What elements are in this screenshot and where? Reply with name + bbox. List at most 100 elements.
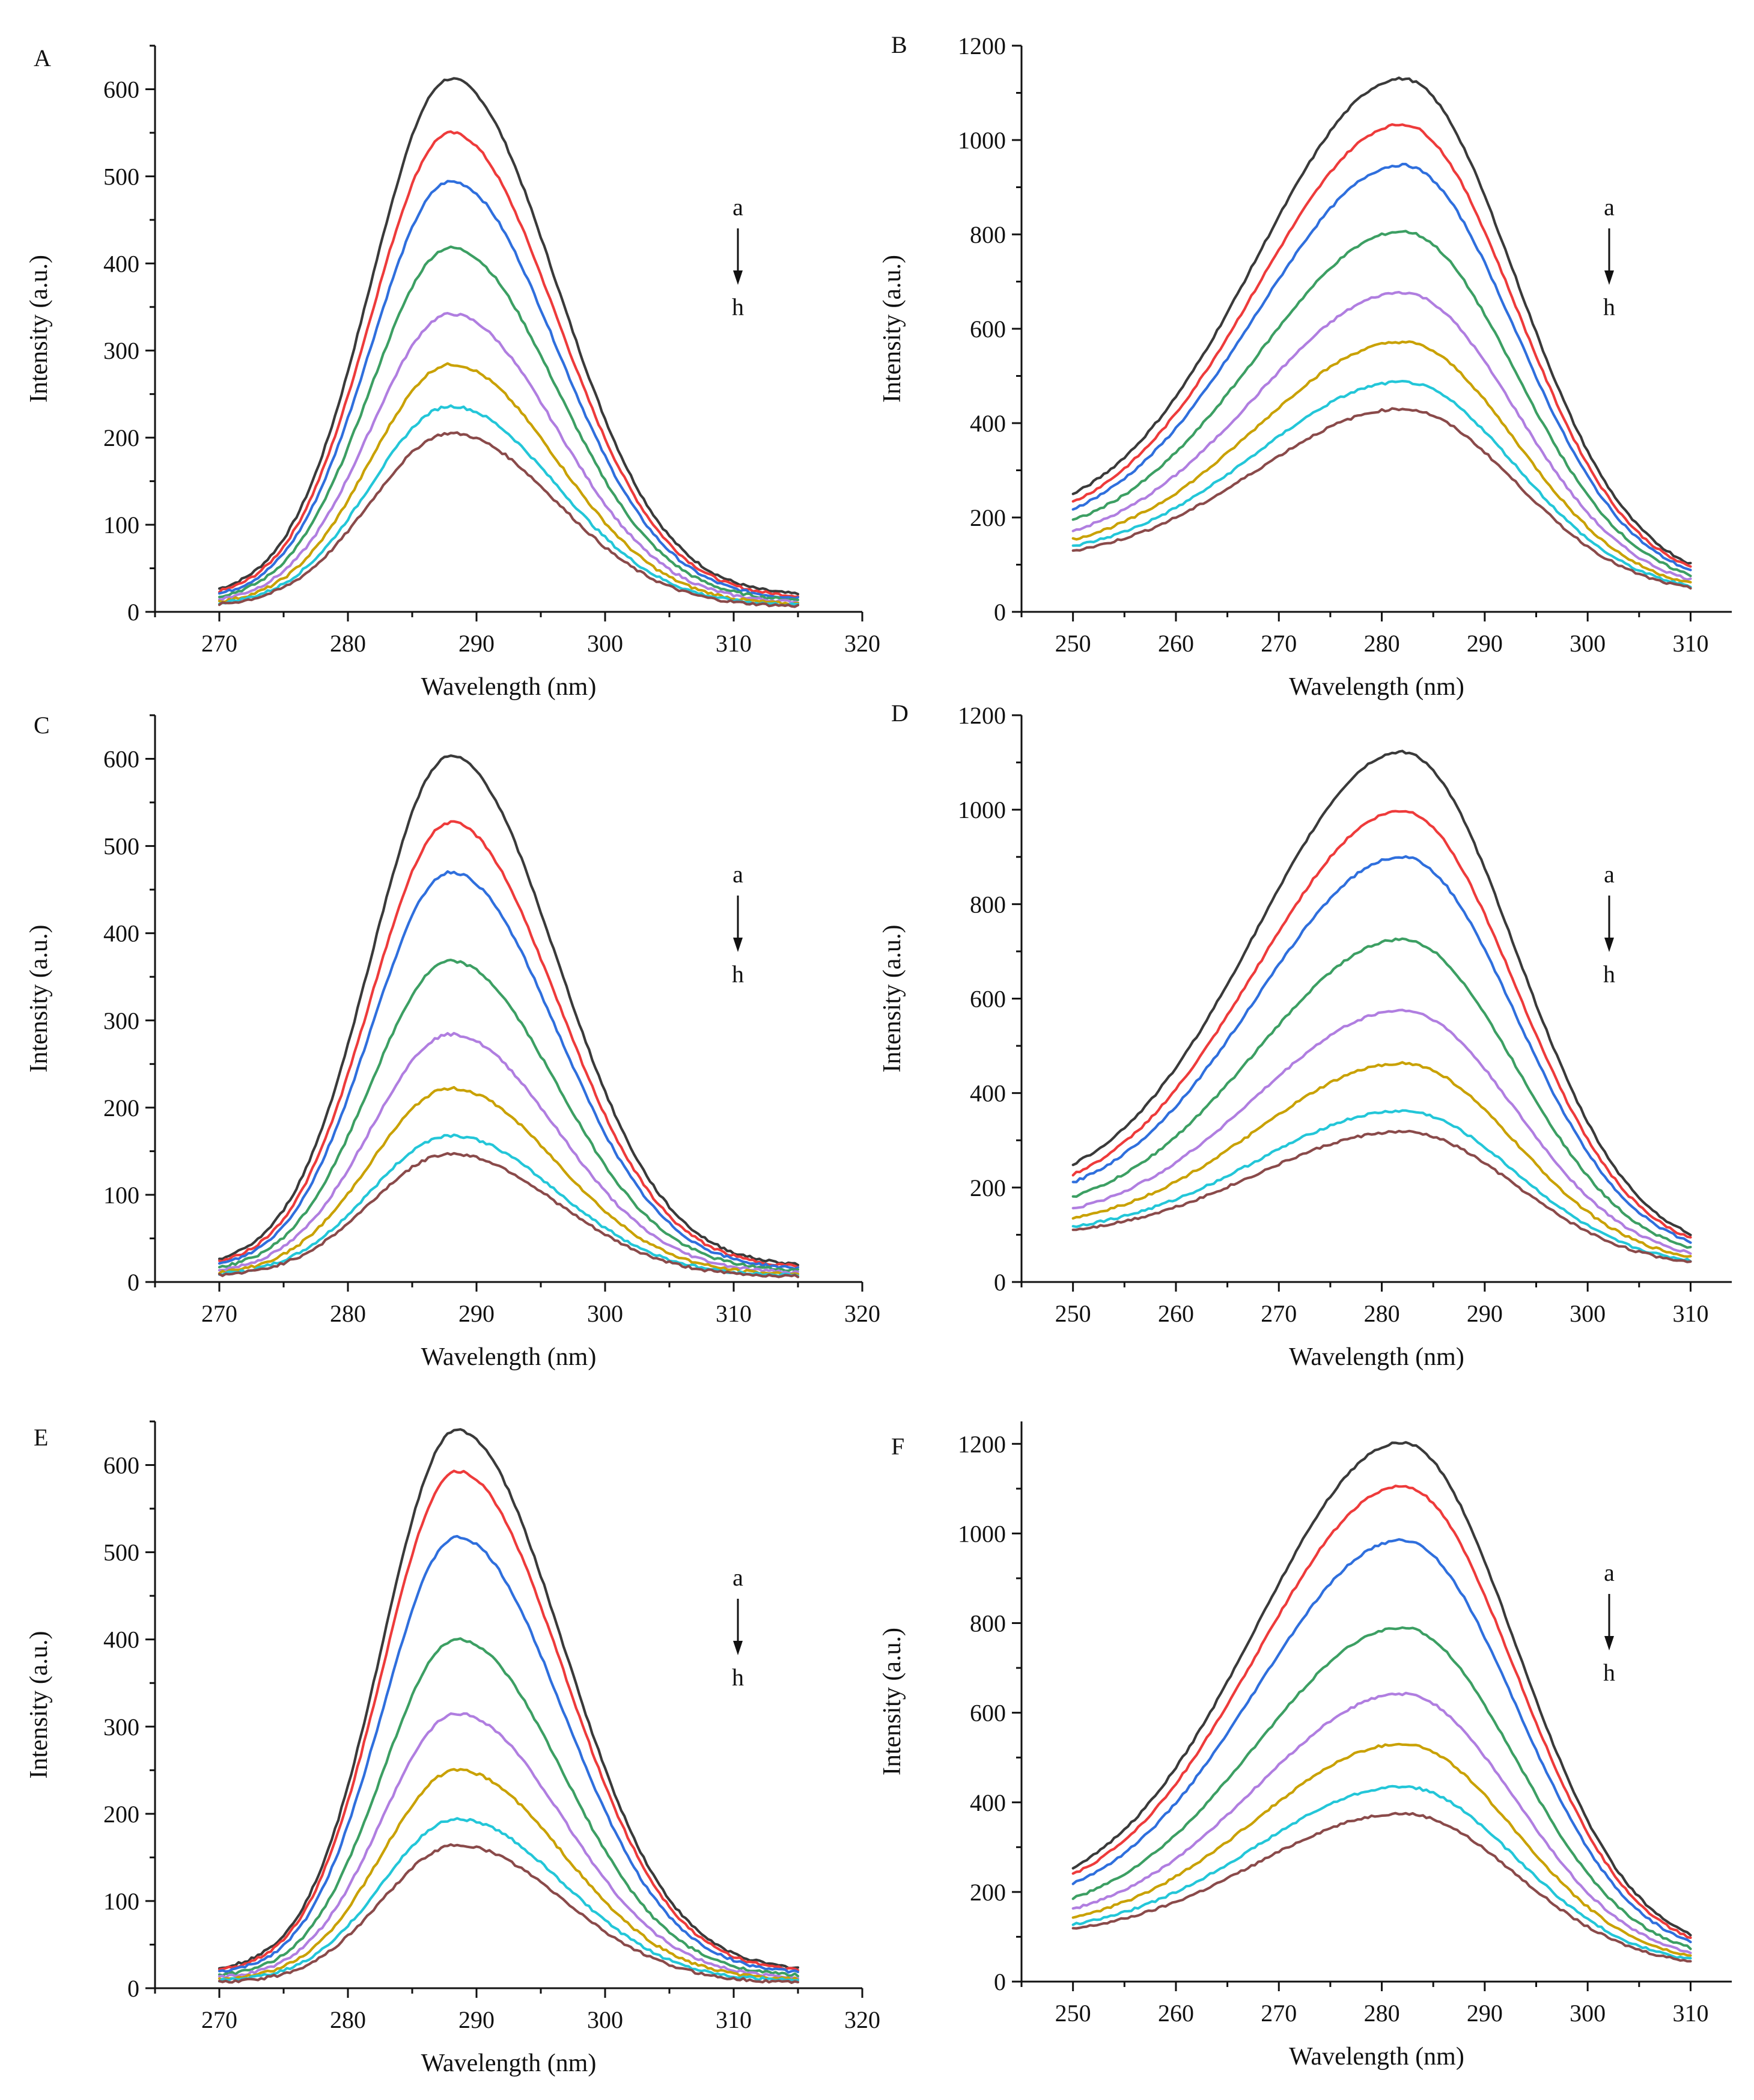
y-tick-label: 500 (103, 833, 139, 860)
y-tick-label: 600 (103, 1452, 139, 1479)
series-line-g (218, 1134, 800, 1278)
x-tick-label: 300 (1570, 2000, 1606, 2027)
x-tick-label: 300 (1570, 630, 1606, 657)
series-line-d (1071, 1626, 1692, 1950)
y-tick-label: 300 (103, 1714, 139, 1741)
series-line-f (218, 1768, 800, 1982)
series-line-e (218, 312, 800, 604)
y-tick-label: 100 (103, 1182, 139, 1209)
panel-label: E (34, 1424, 48, 1451)
x-tick-label: 310 (1672, 630, 1708, 657)
panel-label: F (891, 1433, 904, 1460)
y-tick-label: 1000 (958, 796, 1006, 823)
x-tick-label: 280 (1364, 1300, 1400, 1327)
y-tick-label: 800 (970, 891, 1006, 918)
y-tick-label: 400 (970, 1789, 1006, 1816)
y-tick-label: 0 (127, 1975, 139, 2002)
series-line-g (218, 404, 800, 607)
y-tick-label: 1200 (958, 1430, 1006, 1457)
annotation-start: a (732, 194, 743, 221)
x-tick-label: 290 (1467, 2000, 1503, 2027)
x-axis-title: Wavelength (nm) (1289, 1343, 1464, 1371)
annotation-start: a (1604, 194, 1615, 221)
panel-a: 0 100 200 300 400 500 600 270 280 290 300 310 320 Wav… (25, 44, 880, 701)
y-tick-label: 1000 (958, 1520, 1006, 1547)
y-tick-label: 400 (103, 1626, 139, 1653)
x-tick-label: 300 (587, 1300, 623, 1327)
annotation-start: a (732, 1564, 743, 1591)
series-line-h (218, 1843, 800, 1984)
y-tick-label: 100 (103, 511, 139, 539)
y-axis-title: Intensity (a.u.) (879, 255, 906, 403)
series-line-b (218, 1470, 800, 1972)
y-tick-label: 1200 (958, 32, 1006, 60)
x-tick-label: 310 (716, 1300, 752, 1327)
series-line-h (1071, 1129, 1692, 1263)
annotation-start: a (1604, 861, 1615, 888)
x-tick-label: 320 (844, 630, 880, 657)
x-tick-label: 310 (1672, 2000, 1708, 2027)
x-tick-label: 280 (1364, 2000, 1400, 2027)
series-line-c (218, 180, 800, 600)
series-line-e (1071, 1009, 1692, 1255)
x-tick-label: 290 (1467, 630, 1503, 657)
x-tick-label: 280 (330, 630, 366, 657)
x-tick-label: 250 (1055, 630, 1091, 657)
x-tick-label: 310 (716, 630, 752, 657)
y-tick-label: 0 (994, 1968, 1006, 1995)
x-tick-label: 300 (587, 630, 623, 657)
series-line-c (218, 1534, 800, 1974)
y-tick-label: 1000 (958, 127, 1006, 154)
series-line-h (1071, 1812, 1692, 1963)
series-line-h (218, 1152, 800, 1278)
series-line-b (1071, 1485, 1692, 1940)
y-tick-label: 600 (970, 1700, 1006, 1727)
series-line-h (1071, 407, 1692, 590)
y-tick-label: 600 (103, 746, 139, 773)
x-axis-title: Wavelength (nm) (421, 2050, 597, 2077)
y-tick-label: 200 (103, 1801, 139, 1828)
annotation-arrow-head (1604, 1636, 1614, 1650)
annotation-end: h (732, 1664, 744, 1691)
series-line-d (1071, 230, 1692, 578)
series-line-d (218, 245, 800, 602)
x-tick-label: 320 (844, 2006, 880, 2033)
x-tick-label: 280 (330, 1300, 366, 1327)
series-line-f (1071, 1742, 1692, 1957)
x-axis-title: Wavelength (nm) (421, 673, 597, 701)
y-tick-label: 500 (103, 1539, 139, 1566)
series-line-e (218, 1031, 800, 1275)
y-tick-label: 600 (970, 316, 1006, 343)
y-tick-label: 500 (103, 163, 139, 190)
annotation-end: h (732, 960, 744, 987)
panel-c: 0 100 200 300 400 500 600 270 280 290 300 310 320 Wav… (25, 712, 880, 1371)
x-tick-label: 290 (458, 2006, 495, 2033)
annotation-start: a (1604, 1559, 1615, 1586)
annotation-arrow-head (733, 270, 743, 285)
x-tick-label: 320 (844, 1300, 880, 1327)
x-tick-label: 290 (458, 630, 495, 657)
annotation-end: h (1603, 960, 1615, 987)
annotation-end: h (732, 293, 744, 320)
y-tick-label: 100 (103, 1888, 139, 1915)
y-axis-title: Intensity (a.u.) (25, 924, 53, 1072)
series-line-h (218, 431, 800, 608)
y-tick-label: 600 (103, 76, 139, 103)
series-line-b (1071, 123, 1692, 568)
series-line-e (1071, 1691, 1692, 1955)
series-line-d (1071, 937, 1692, 1249)
series-line-f (218, 362, 800, 606)
x-tick-label: 270 (201, 1300, 237, 1327)
x-tick-label: 260 (1158, 630, 1194, 657)
x-tick-label: 310 (716, 2006, 752, 2033)
annotation-end: h (1603, 293, 1615, 320)
series-line-e (1071, 291, 1692, 581)
y-tick-label: 0 (994, 599, 1006, 626)
series-line-a (1071, 1441, 1692, 1937)
series-line-d (218, 959, 800, 1272)
y-axis-title: Intensity (a.u.) (25, 255, 53, 403)
series-line-c (1071, 1538, 1692, 1944)
y-tick-label: 400 (103, 920, 139, 947)
panel-label: A (34, 44, 51, 72)
annotation-start: a (732, 861, 743, 888)
